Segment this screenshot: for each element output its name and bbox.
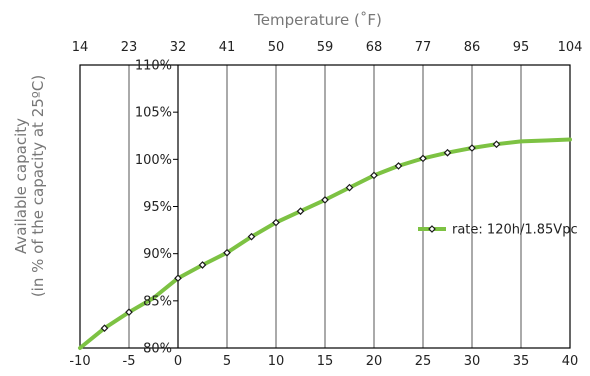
data-point-marker (174, 274, 182, 283)
legend-marker (428, 225, 436, 233)
top-tick-label: 86 (464, 40, 481, 55)
data-point-marker (198, 261, 207, 269)
x-tick-label: 10 (268, 354, 285, 369)
y-tick-label: 110% (135, 59, 172, 74)
y-tick-label: 95% (143, 200, 172, 215)
y-tick-label: 100% (135, 153, 172, 168)
top-tick-label: 41 (219, 40, 236, 55)
data-point-marker (321, 196, 329, 204)
plot-frame (79, 64, 571, 349)
data-point-marker (247, 232, 256, 241)
x-tick-label: 35 (513, 354, 530, 369)
y-axis-title: Available capacity (in % of the capacity… (12, 75, 47, 297)
data-point-marker (296, 207, 305, 216)
data-point-marker (223, 248, 231, 257)
top-tick-label: 50 (268, 40, 285, 55)
top-tick-label: 104 (558, 40, 583, 55)
x-tick-label: 20 (366, 354, 383, 369)
x-tick-label: 25 (415, 354, 432, 369)
data-point-marker (100, 324, 109, 333)
top-tick-label: 68 (366, 40, 383, 55)
data-point-marker (394, 162, 403, 170)
legend: rate: 120h/1.85Vpc (418, 223, 578, 238)
data-point-marker (443, 148, 452, 157)
data-point-marker (345, 183, 354, 192)
x-tick-label: 15 (317, 354, 334, 369)
x-tick-label: 5 (223, 354, 231, 369)
top-tick-label: 14 (72, 40, 89, 55)
x-tick-label: 30 (464, 354, 481, 369)
data-point-marker (125, 308, 133, 317)
data-point-marker (492, 140, 501, 149)
y-tick-label: 85% (143, 294, 172, 309)
x-tick-label: -10 (69, 354, 90, 369)
y-axis-title-line1: Available capacity (12, 118, 30, 254)
x-tick-label: 40 (562, 354, 579, 369)
legend-label: rate: 120h/1.85Vpc (452, 223, 578, 238)
y-tick-label: 80% (143, 342, 172, 357)
x-tick-label: -5 (123, 354, 136, 369)
axes (79, 64, 571, 349)
tick-labels: 80% 85% 90% 95% 100% 105% 110% -10 -5 0 5 10 15 20 25 3… (69, 40, 582, 369)
series (78, 137, 572, 350)
y-tick-label: 105% (135, 106, 172, 121)
top-tick-label: 59 (317, 40, 334, 55)
top-tick-label: 95 (513, 40, 530, 55)
y-axis-title-line2: (in % of the capacity at 25ºC) (29, 75, 47, 297)
data-point-marker (370, 171, 378, 180)
data-point-marker (419, 154, 427, 163)
y-tick-label: 90% (143, 247, 172, 262)
top-tick-label: 77 (415, 40, 432, 55)
data-point-marker (272, 218, 280, 227)
data-point-marker (468, 144, 476, 152)
x-tick-label: 0 (174, 354, 182, 369)
top-tick-label: 23 (121, 40, 138, 55)
top-axis-title: Temperature (˚F) (253, 11, 382, 29)
grid-lines (128, 65, 522, 348)
top-tick-label: 32 (170, 40, 187, 55)
